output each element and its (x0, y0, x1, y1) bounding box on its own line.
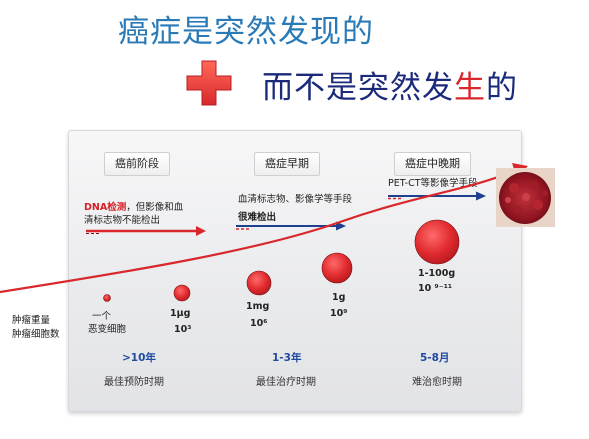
stage-precancer: 癌前阶段 (104, 152, 170, 176)
period-time-treatment: 1-3年 (272, 352, 302, 364)
dna-test-label: DNA检测 (84, 202, 127, 213)
tumor-weight-label: 一个 (92, 311, 112, 322)
tumor-1-100g (414, 219, 460, 265)
tumor-1g (321, 252, 353, 284)
headline-line2-suffix: 的 (486, 70, 518, 106)
stage-early: 癌症早期 (254, 152, 320, 176)
tumor-count-label: 恶变细胞 (88, 324, 127, 335)
cancer-cell-image (496, 168, 555, 227)
detection-mid-line1: 血清标志物、影像学等手段 (238, 194, 353, 205)
label-tumor-cell-count: 肿瘤细胞数 (12, 329, 60, 340)
detection-early-line1: DNA检测，但影像和血 (84, 202, 183, 214)
headline-line2-prefix: 而不是突然发 (262, 70, 454, 106)
tumor-count-label: 10 ⁹⁻¹¹ (418, 283, 453, 294)
tumor-1ug (173, 284, 191, 302)
plus-icon (186, 60, 232, 106)
tumor-weight-label: 1mg (246, 301, 270, 312)
headline-line1: 癌症是突然发现的 (118, 14, 374, 50)
stage-late: 癌症中晚期 (394, 152, 471, 176)
detection-late: PET-CT等影像学手段 (388, 178, 478, 189)
tumor-weight-label: 1μg (170, 308, 191, 319)
detection-early-rest: ，但影像和血 (126, 202, 184, 213)
period-time-prevention: >10年 (122, 352, 156, 364)
period-time-late: 5-8月 (420, 352, 450, 364)
tumor-1mg (246, 270, 272, 296)
tumor-count-label: 10³ (174, 324, 192, 335)
tumor-count-label: 10⁶ (250, 318, 268, 329)
tumor-count-label: 10⁹ (330, 308, 348, 319)
timeline-panel (68, 130, 522, 412)
detection-arrow-early (86, 226, 206, 236)
headline-line2-red: 生 (454, 70, 486, 106)
tumor-single-cell (103, 294, 111, 302)
detection-mid-line2: 很难检出 (238, 212, 277, 223)
detection-early-line2: 清标志物不能检出 (84, 215, 161, 226)
tumor-weight-label: 1-100g (418, 268, 456, 279)
headline-line2: 而不是突然发生的 (262, 62, 518, 107)
label-tumor-weight: 肿瘤重量 (12, 315, 51, 326)
period-desc-treatment: 最佳治疗时期 (256, 377, 316, 388)
period-desc-prevention: 最佳预防时期 (104, 377, 164, 388)
tumor-weight-label: 1g (332, 292, 346, 303)
detection-arrow-mid (236, 221, 346, 231)
period-desc-late: 难治愈时期 (412, 377, 462, 388)
